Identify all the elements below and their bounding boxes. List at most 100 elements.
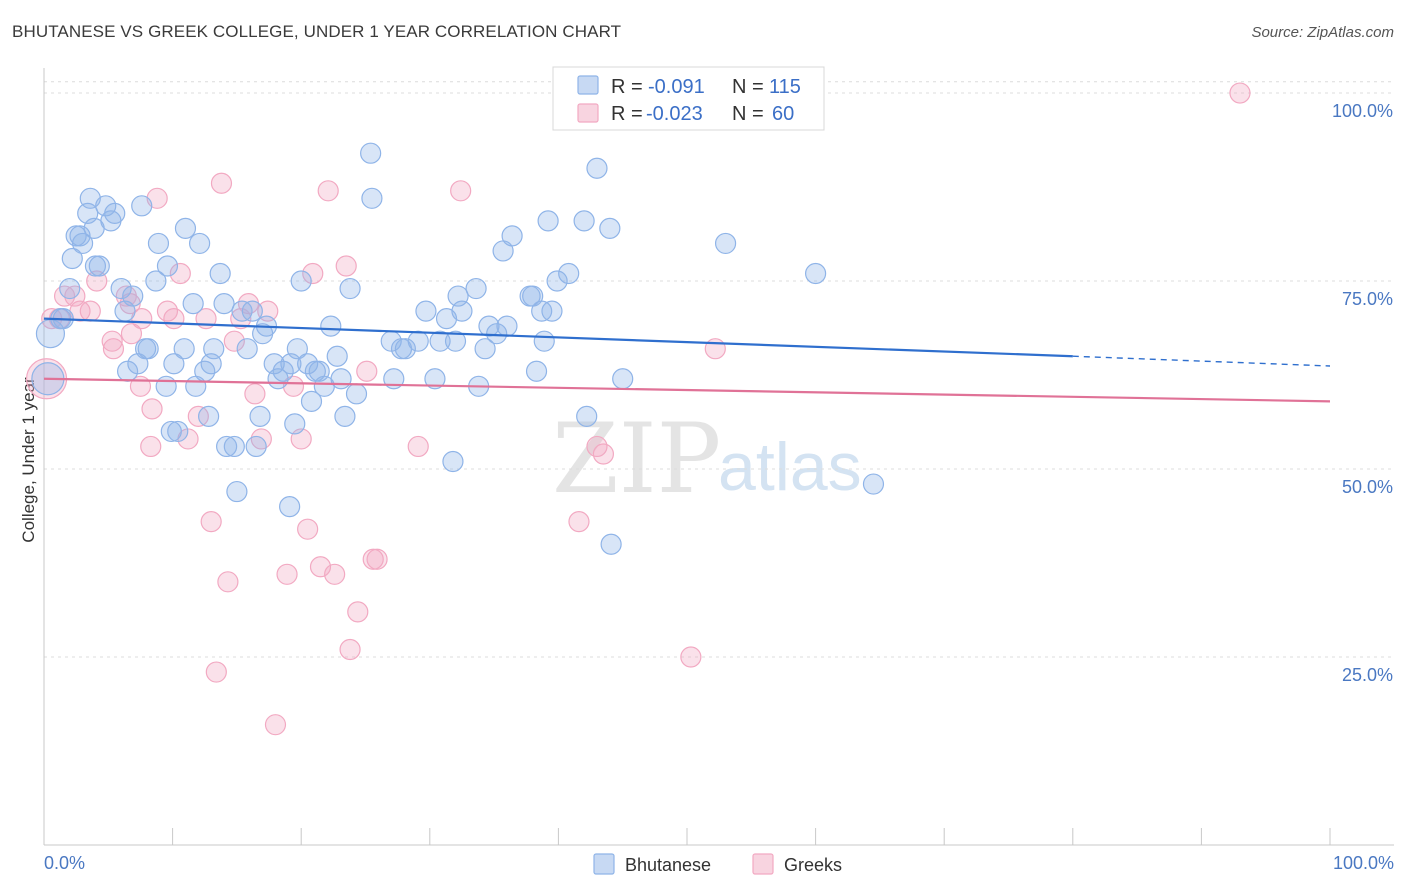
bhutanese-point [216,435,238,458]
greeks-point [244,383,266,405]
chart-source: Source: ZipAtlas.com [1251,24,1394,41]
bhutanese-point [272,360,294,382]
y-tick-label: 25.0% [1342,665,1393,685]
series-legend: Bhutanese Greeks [593,853,842,875]
legend-r-value-greeks: -0.023 [646,103,703,125]
bhutanese-point [533,330,555,352]
x-axis-ticks [172,828,1331,845]
greeks-point [407,435,429,458]
legend-n-label-greeks: N = [732,103,764,125]
watermark-atlas: atlas [718,429,862,505]
bhutanese-point [213,292,235,315]
bhutanese-point [61,247,83,270]
legend-n-value-greeks: 60 [772,103,794,125]
greeks-point [141,398,163,420]
bhutanese-point [104,202,126,224]
bhutanese-point [415,300,437,322]
bhutanese-point [541,300,563,322]
greeks-point [317,180,339,202]
chart-title: BHUTANESE VS GREEK COLLEGE, UNDER 1 YEAR… [12,22,622,41]
greeks-point [680,646,702,668]
bhutanese-point [241,300,263,322]
bhutanese-point [167,420,189,443]
bhutanese-point [394,338,416,360]
bhutanese-point [223,435,245,458]
bhutanese-point [163,353,185,375]
bhutanese-point [198,405,220,427]
bhutanese-point [714,232,737,255]
bhutanese-point [286,338,308,360]
legend-r-label-bhutanese: R = [611,76,643,98]
bhutanese-point [612,368,634,390]
bhutanese-point [525,360,548,382]
bhutanese-point [173,338,195,360]
greeks-point [282,375,305,397]
bhutanese-point [444,330,467,352]
bhutanese-point [804,262,827,285]
greeks-point [568,511,590,533]
bhutanese-point [245,435,267,458]
bhutanese-point [209,262,231,285]
bhutanese-point [407,330,429,352]
greeks-point [366,548,388,570]
bhutanese-point [862,473,885,495]
bhutanese-points [31,142,885,555]
legend-swatch-bhutanese [577,75,599,95]
bhutanese-point [326,345,348,367]
greeks-point [339,638,361,661]
greeks-point [276,563,298,585]
greeks-point [264,714,287,736]
greeks-point [205,661,227,683]
watermark-zip: ZIP [552,403,721,515]
bhutanese-point [537,210,559,232]
bhutanese-point [236,338,258,360]
bhutanese-point [59,277,81,300]
greeks-point [450,180,472,202]
greeks-trendline [43,377,1331,403]
bhutanese-point [137,338,159,360]
bhutanese-point [361,187,383,209]
legend-swatch-greeks [577,103,599,123]
greeks-point [223,330,245,352]
y-tick-label: 100.0% [1332,101,1393,121]
bhutanese-point [131,195,153,217]
bhutanese-point [465,277,487,300]
bhutanese-point [573,210,595,232]
bhutanese-point [88,255,110,277]
bhutanese-point [155,375,177,397]
greeks-point [302,262,324,285]
bhutanese-point [442,450,464,473]
greeks-point [163,308,185,330]
bhutanese-point [203,338,225,360]
greeks-point [257,300,279,322]
gridlines [44,81,1394,658]
greeks-point [592,443,615,465]
bhutanese-point [334,405,356,427]
bhutanese-point [339,277,361,300]
bhutanese-point [182,292,204,315]
bhutanese-point [558,262,580,285]
greeks-point [1229,82,1251,104]
bhutanese-point [284,413,306,435]
bhutanese-point [546,270,568,292]
bhutanese-point [345,383,368,405]
y-axis-title: College, Under 1 year [19,377,38,543]
bhutanese-point [435,308,458,330]
greeks-point [217,571,239,593]
greeks-point [356,360,378,382]
greeks-point [704,338,726,360]
bhutanese-point [429,330,451,352]
legend-n-value-bhutanese: 115 [769,76,801,98]
bhutanese-point [600,533,622,555]
bhutanese-point [586,157,608,179]
greeks-point [101,330,123,352]
bhutanese-point [174,217,197,239]
bhutanese-point [122,285,144,307]
bottom-legend-label-bhutanese: Bhutanese [625,855,711,875]
bhutanese-point [226,480,248,503]
greeks-point [297,518,319,540]
bottom-legend-swatch-bhutanese [593,853,615,875]
greeks-point [146,187,168,209]
greeks-point [347,601,369,623]
